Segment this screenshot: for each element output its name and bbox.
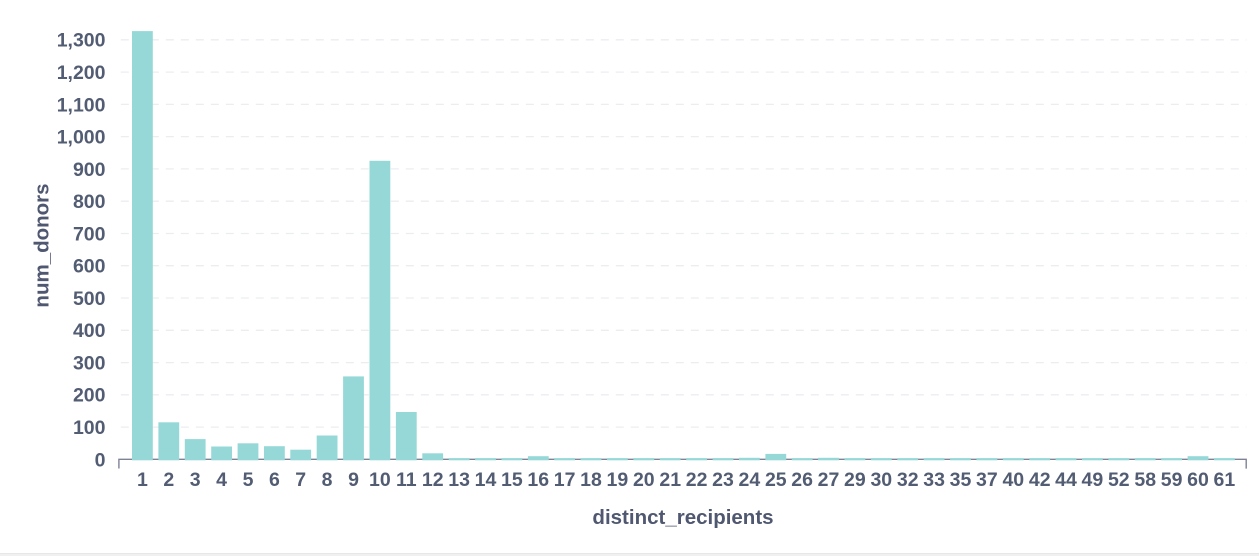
svg-text:26: 26 xyxy=(791,469,813,491)
svg-text:29: 29 xyxy=(844,469,866,491)
svg-text:10: 10 xyxy=(369,469,391,491)
svg-text:59: 59 xyxy=(1161,469,1183,491)
svg-text:52: 52 xyxy=(1108,469,1130,491)
svg-text:20: 20 xyxy=(633,469,655,491)
svg-text:7: 7 xyxy=(295,469,306,491)
svg-text:25: 25 xyxy=(765,469,787,491)
svg-text:37: 37 xyxy=(976,469,998,491)
svg-text:27: 27 xyxy=(818,469,840,491)
svg-text:500: 500 xyxy=(73,288,106,310)
svg-text:300: 300 xyxy=(73,353,106,375)
svg-text:13: 13 xyxy=(448,469,470,491)
svg-text:900: 900 xyxy=(73,159,106,181)
svg-text:14: 14 xyxy=(475,469,497,491)
svg-text:30: 30 xyxy=(870,469,892,491)
svg-text:1: 1 xyxy=(137,469,148,491)
svg-text:16: 16 xyxy=(527,469,549,491)
svg-text:32: 32 xyxy=(897,469,919,491)
svg-text:1,300: 1,300 xyxy=(57,30,106,52)
svg-text:11: 11 xyxy=(396,469,417,491)
svg-text:9: 9 xyxy=(348,469,359,491)
svg-text:21: 21 xyxy=(659,469,681,491)
svg-text:19: 19 xyxy=(607,469,629,491)
svg-text:15: 15 xyxy=(501,469,523,491)
svg-text:12: 12 xyxy=(422,469,444,491)
svg-text:100: 100 xyxy=(73,417,106,439)
svg-text:61: 61 xyxy=(1214,469,1236,491)
svg-text:8: 8 xyxy=(322,469,333,491)
svg-text:33: 33 xyxy=(923,469,945,491)
svg-text:4: 4 xyxy=(216,469,227,491)
svg-text:600: 600 xyxy=(73,256,106,278)
svg-text:2: 2 xyxy=(163,469,174,491)
svg-text:24: 24 xyxy=(739,469,761,491)
svg-text:40: 40 xyxy=(1002,469,1024,491)
svg-text:200: 200 xyxy=(73,385,106,407)
svg-text:6: 6 xyxy=(269,469,280,491)
svg-text:1,200: 1,200 xyxy=(57,62,106,84)
svg-text:num_donors: num_donors xyxy=(31,183,54,307)
svg-text:60: 60 xyxy=(1187,469,1209,491)
svg-text:18: 18 xyxy=(580,469,602,491)
svg-text:700: 700 xyxy=(73,223,106,245)
svg-text:1,100: 1,100 xyxy=(57,94,106,116)
svg-text:distinct_recipients: distinct_recipients xyxy=(592,506,773,529)
svg-text:42: 42 xyxy=(1029,469,1051,491)
svg-text:400: 400 xyxy=(73,320,106,342)
svg-text:800: 800 xyxy=(73,191,106,213)
svg-text:58: 58 xyxy=(1134,469,1156,491)
svg-text:1,000: 1,000 xyxy=(57,127,106,149)
svg-text:3: 3 xyxy=(190,469,201,491)
svg-text:0: 0 xyxy=(95,449,106,471)
svg-text:17: 17 xyxy=(554,469,576,491)
svg-text:22: 22 xyxy=(686,469,708,491)
svg-text:35: 35 xyxy=(950,469,972,491)
svg-text:49: 49 xyxy=(1082,469,1104,491)
svg-text:5: 5 xyxy=(243,469,254,491)
svg-text:44: 44 xyxy=(1055,469,1077,491)
svg-text:23: 23 xyxy=(712,469,734,491)
